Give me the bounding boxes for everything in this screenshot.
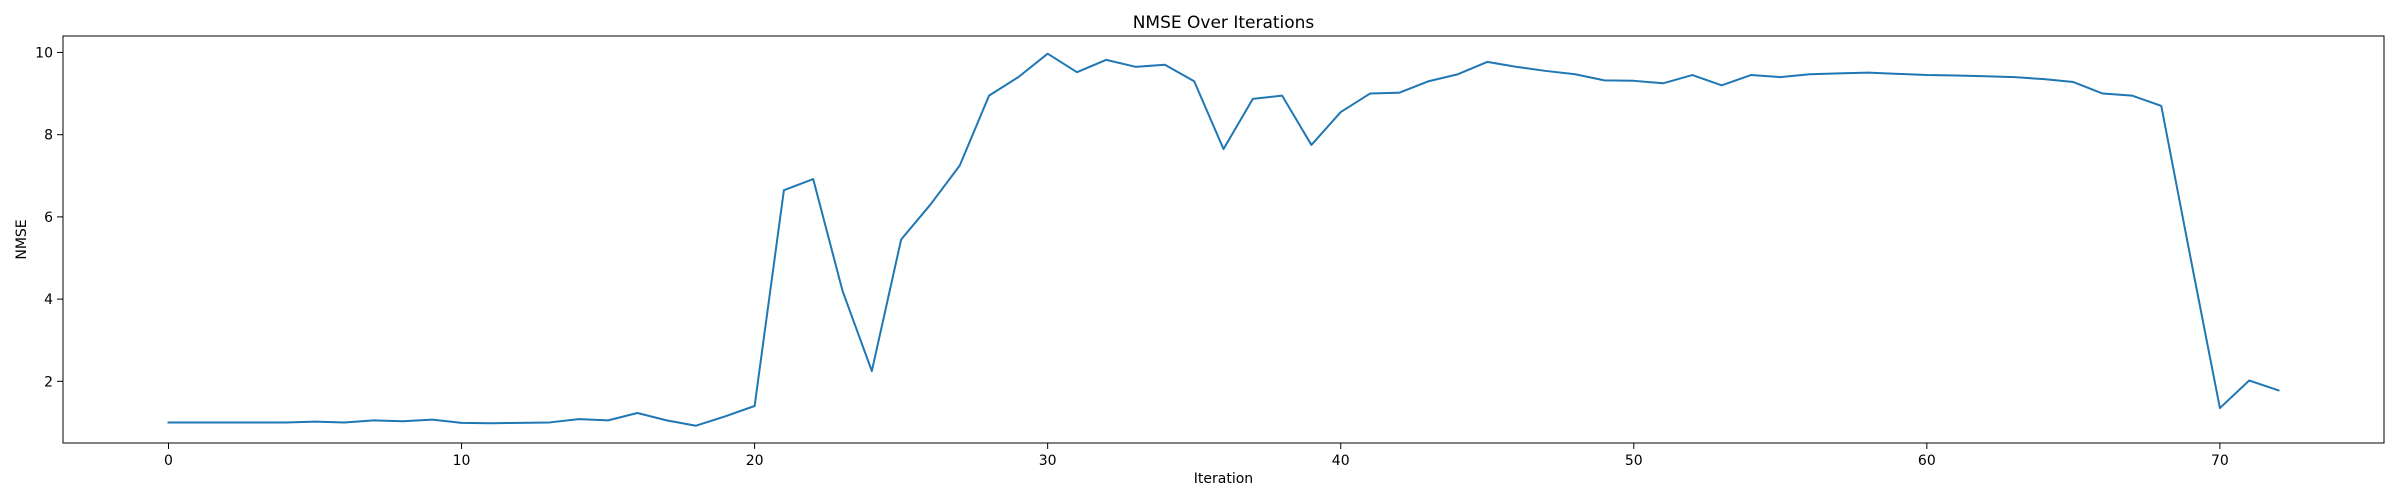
x-tick-label: 0 — [164, 453, 173, 469]
y-tick-label: 2 — [44, 374, 53, 390]
y-tick-label: 8 — [44, 128, 53, 144]
y-tick-label: 6 — [44, 210, 53, 226]
plot-area: 0 10 20 30 40 50 60 70 2 4 6 8 10 — [35, 35, 2385, 469]
x-axis-label: Iteration — [1194, 471, 1253, 487]
y-tick-label: 4 — [44, 292, 53, 308]
x-tick-label: 30 — [1039, 453, 1057, 469]
y-tick-label: 10 — [35, 45, 53, 61]
x-tick-label: 20 — [746, 453, 764, 469]
chart-title: NMSE Over Iterations — [1133, 13, 1315, 33]
x-tick-label: 50 — [1625, 453, 1643, 469]
x-tick-label: 40 — [1332, 453, 1350, 469]
x-tick-label: 10 — [453, 453, 471, 469]
plot-frame — [62, 35, 2385, 444]
x-tick-label: 70 — [2211, 453, 2229, 469]
y-axis-label: NMSE — [14, 219, 30, 259]
series-line — [167, 52, 2280, 427]
x-tick-label: 60 — [1918, 453, 1936, 469]
